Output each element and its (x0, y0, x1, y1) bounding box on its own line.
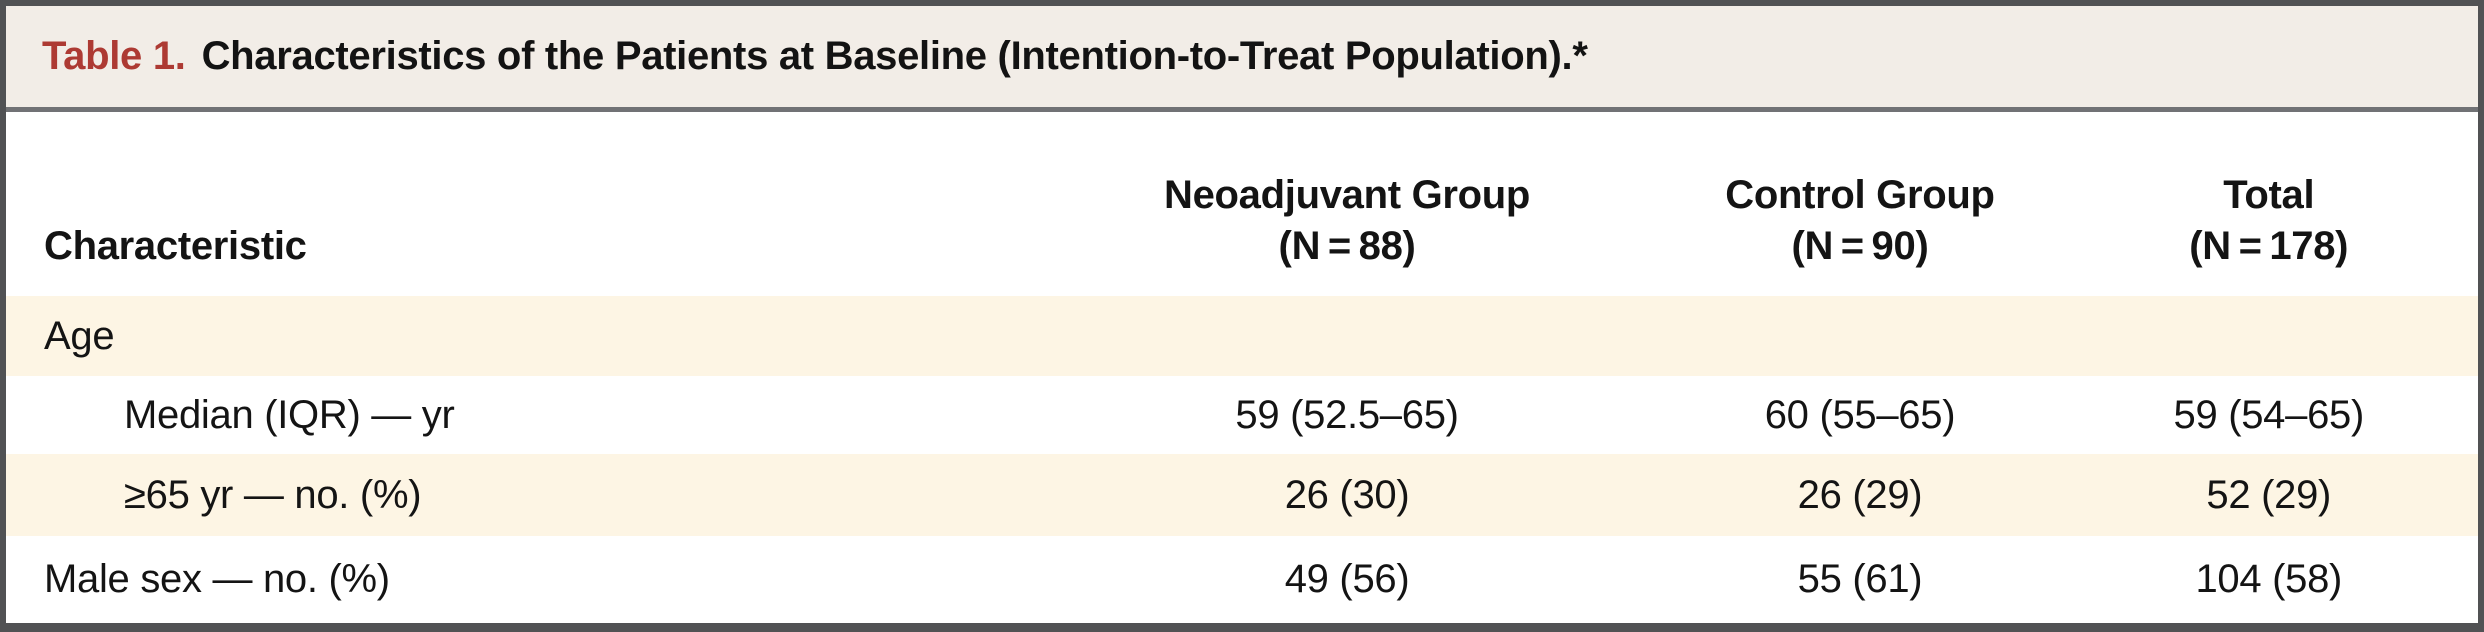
row-label-male-sex: Male sex — no. (%) (44, 557, 390, 601)
column-header-neoadjuvant-group-label: Neoadjuvant Group (1164, 172, 1531, 217)
age-65-control-value: 26 (29) (1797, 472, 1923, 517)
male-sex-control-value: 55 (61) (1797, 557, 1923, 601)
column-header-characteristic: Characteristic (44, 223, 307, 268)
column-header-neoadjuvant-group-n: (N = 88) (1278, 223, 1416, 268)
row-label-age: Age (44, 313, 115, 358)
median-age-control-value: 60 (55–65) (1764, 392, 1956, 437)
column-header-total-label: Total (2223, 172, 2315, 217)
median-age-neoadjuvant-value: 59 (52.5–65) (1235, 392, 1459, 437)
median-age-total-value: 59 (54–65) (2173, 392, 2365, 437)
male-sex-total-value: 104 (58) (2195, 557, 2343, 601)
row-label-median-age: Median (IQR) — yr (124, 392, 455, 437)
table-row-age-65-or-older: ≥65 yr — no. (%) 26 (30) 26 (29) 52 (29) (6, 454, 2478, 536)
column-header-total: Total (N = 178) (2120, 170, 2478, 272)
male-sex-neoadjuvant-value: 49 (56) (1284, 557, 1410, 601)
row-label-age-65-or-older: ≥65 yr — no. (%) (124, 472, 422, 517)
table-title-band: Table 1. Characteristics of the Patients… (6, 6, 2478, 112)
column-header-neoadjuvant-group: Neoadjuvant Group (N = 88) (1094, 170, 1601, 272)
column-header-control-group: Control Group (N = 90) (1600, 170, 2119, 272)
table-row-male-sex: Male sex — no. (%) 49 (56) 55 (61) 104 (… (6, 536, 2478, 623)
table-header-row: Characteristic Neoadjuvant Group (N = 88… (6, 112, 2478, 296)
column-header-control-group-n: (N = 90) (1791, 223, 1929, 268)
table-number: Table 1. (42, 34, 186, 78)
age-65-total-value: 52 (29) (2206, 472, 2332, 517)
column-header-control-group-label: Control Group (1725, 172, 1995, 217)
table-row-age: Age (6, 296, 2478, 376)
column-header-total-n: (N = 178) (2189, 223, 2349, 268)
table-row-median-age: Median (IQR) — yr 59 (52.5–65) 60 (55–65… (6, 376, 2478, 454)
table-title: Characteristics of the Patients at Basel… (201, 34, 1588, 78)
age-65-neoadjuvant-value: 26 (30) (1284, 472, 1410, 517)
